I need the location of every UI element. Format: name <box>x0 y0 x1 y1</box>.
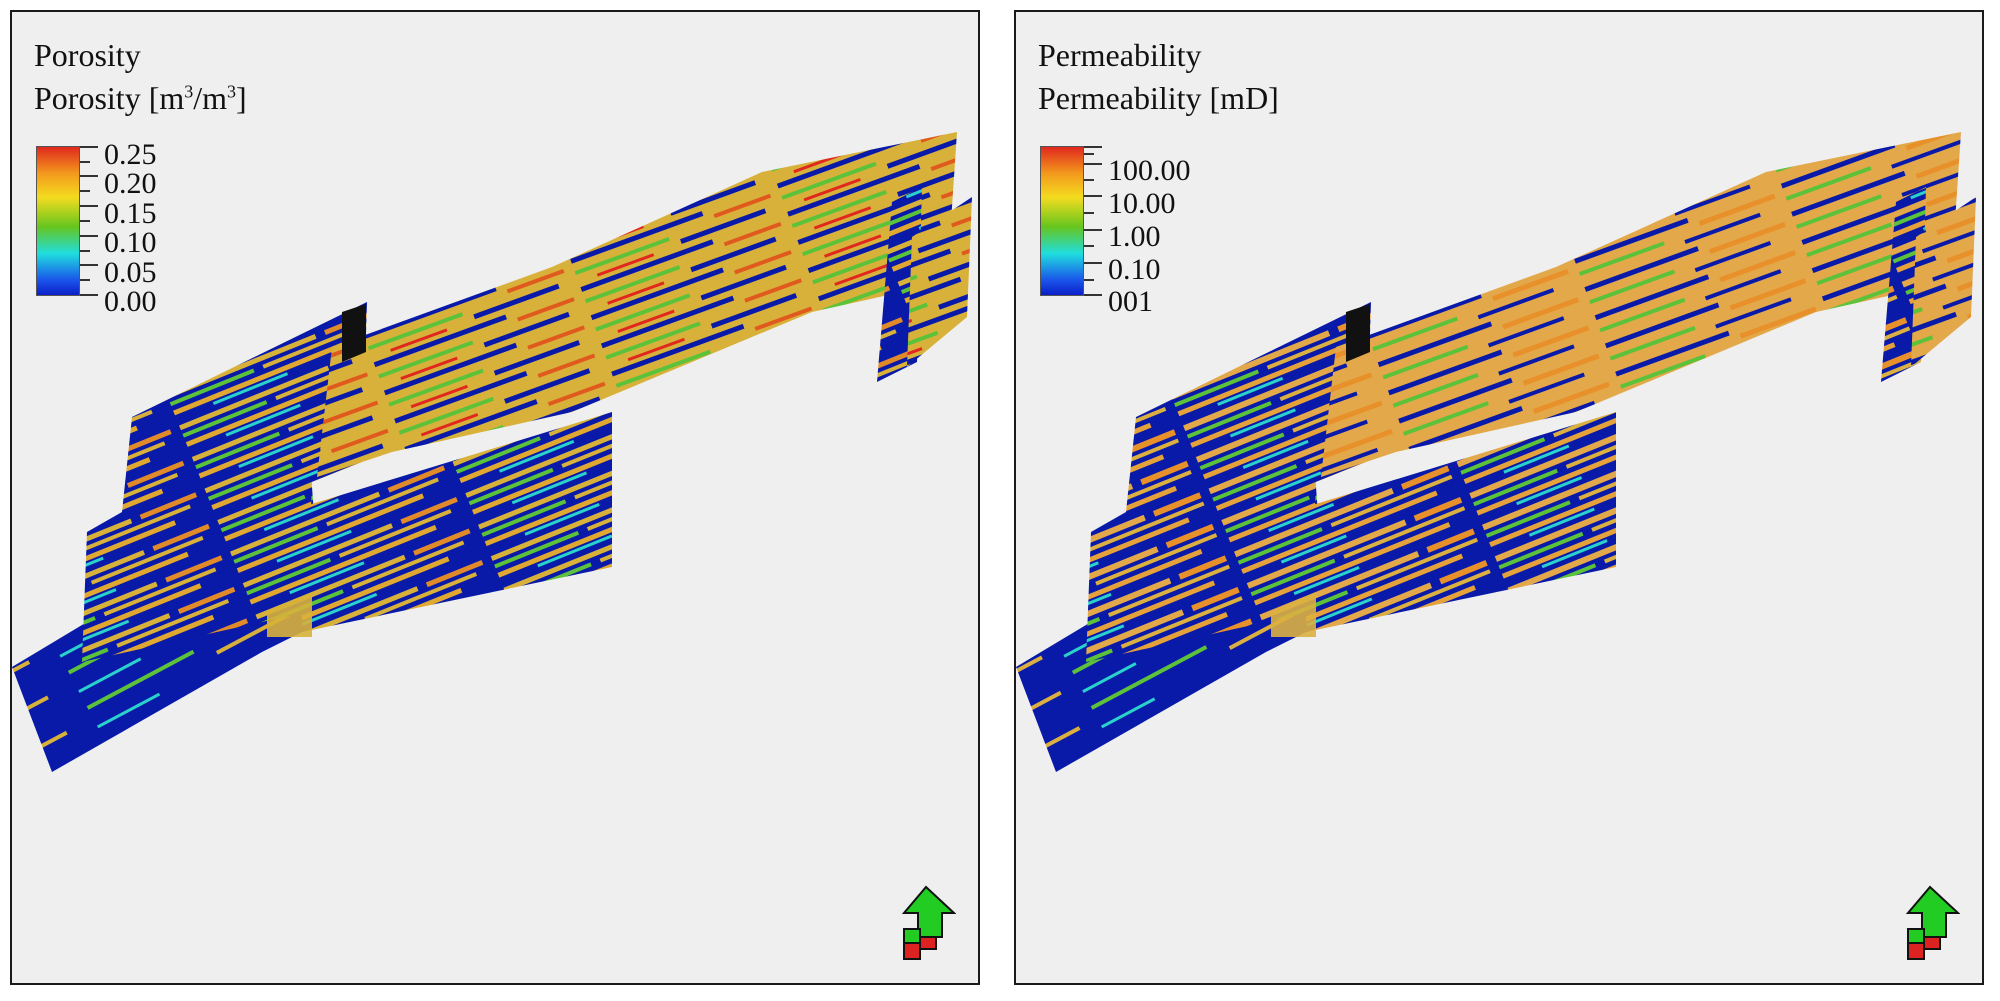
porosity-panel: Porosity Porosity [m3/m3] 0.25 0.20 0.15… <box>10 10 980 985</box>
legend-tick-label: 0.10 <box>104 226 157 259</box>
legend-tick-label: 0.20 <box>104 167 157 200</box>
panel-title: Permeability <box>1038 37 1202 73</box>
panel-title: Porosity <box>34 37 141 73</box>
legend-tick-label: 0.25 <box>104 138 157 171</box>
porosity-colorbar <box>36 146 80 296</box>
legend-tick-label: 0.15 <box>104 197 157 230</box>
permeability-panel: Permeability Permeability [mD] 100.00 10… <box>1014 10 1984 985</box>
permeability-colorbar <box>1040 146 1084 296</box>
panel-subtitle: Porosity [m3/m3] <box>34 80 247 116</box>
legend-tick-label: 0.05 <box>104 256 157 289</box>
legend-tick-label: 0.00 <box>104 285 157 318</box>
panel-subtitle: Permeability [mD] <box>1038 80 1279 116</box>
legend-tick-label: 0.10 <box>1108 253 1161 286</box>
north-arrow-icon <box>901 885 956 960</box>
north-arrow-icon <box>1905 885 1960 960</box>
legend-tick-label: 001 <box>1108 285 1153 318</box>
permeability-3d-fence-diagram <box>1016 132 1976 772</box>
legend-tick-label: 100.00 <box>1108 154 1191 187</box>
porosity-colorbar-ticks <box>80 146 98 296</box>
porosity-3d-fence-diagram <box>12 132 972 772</box>
legend-tick-label: 10.00 <box>1108 187 1176 220</box>
legend-tick-label: 1.00 <box>1108 220 1161 253</box>
permeability-colorbar-ticks <box>1084 146 1102 296</box>
